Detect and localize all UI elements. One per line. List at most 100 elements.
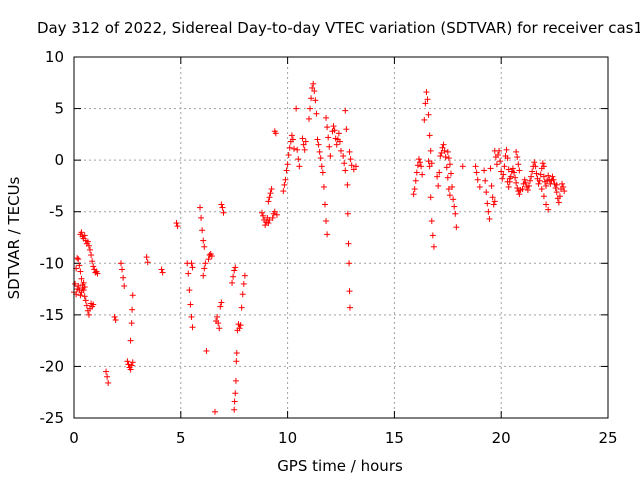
data-point (186, 287, 193, 294)
data-point (426, 163, 433, 170)
data-point (415, 156, 422, 163)
data-point (216, 325, 223, 332)
data-point (299, 135, 306, 142)
data-point (414, 162, 421, 169)
data-point (189, 264, 196, 271)
data-point (555, 199, 562, 206)
data-point (314, 136, 321, 143)
y-tick-label: -15 (40, 306, 65, 324)
data-point (81, 232, 88, 239)
data-point (338, 147, 344, 154)
data-point (527, 177, 534, 184)
data-point (280, 188, 287, 195)
data-point (211, 408, 218, 415)
data-point (129, 306, 136, 313)
data-point (474, 176, 481, 183)
data-point (231, 406, 238, 413)
data-point (435, 182, 442, 189)
data-point (503, 146, 510, 153)
data-point (528, 173, 535, 180)
data-point (271, 208, 278, 215)
data-point (490, 201, 497, 208)
data-point (340, 153, 347, 160)
data-point (504, 155, 511, 162)
data-point (323, 114, 330, 121)
data-point (331, 127, 338, 134)
y-axis-label: SDTVAR / TECUs (5, 176, 23, 299)
data-point (327, 153, 334, 160)
data-point (174, 223, 181, 230)
data-point (84, 238, 91, 245)
data-point (111, 313, 118, 320)
data-point (442, 154, 449, 161)
data-point (515, 161, 522, 168)
data-point (309, 84, 316, 91)
data-point (317, 155, 324, 162)
data-point (90, 263, 97, 270)
data-point (187, 301, 194, 308)
data-point (553, 181, 560, 188)
data-point (75, 282, 82, 289)
data-point (430, 243, 437, 250)
data-point (429, 232, 436, 239)
data-point (310, 80, 317, 87)
data-point (217, 303, 224, 310)
data-point (352, 163, 359, 170)
data-point (516, 191, 523, 198)
x-tick-label: 25 (598, 429, 617, 447)
data-point (233, 350, 240, 357)
data-point (532, 163, 539, 170)
data-point (203, 347, 210, 354)
data-point (294, 146, 301, 153)
data-point (553, 189, 560, 196)
data-point (268, 186, 275, 193)
y-tick-labels: -25 -20 -15 -10 -5 0 5 10 (40, 48, 65, 427)
data-point (344, 181, 351, 188)
data-point (316, 148, 323, 155)
data-point (273, 211, 280, 218)
data-point (346, 260, 353, 267)
data-point (486, 215, 493, 222)
data-point (513, 179, 520, 186)
data-point (484, 200, 491, 207)
data-point (112, 317, 119, 324)
data-point (482, 177, 489, 184)
x-tick-label: 20 (492, 429, 511, 447)
x-axis-label: GPS time / hours (277, 457, 403, 475)
data-point (103, 368, 110, 375)
data-point (434, 173, 441, 180)
data-point (348, 162, 355, 169)
data-point (413, 169, 420, 176)
data-point (437, 153, 444, 160)
data-point (214, 313, 221, 320)
data-point (218, 201, 225, 208)
data-point (426, 132, 433, 139)
data-point (319, 169, 326, 176)
data-point (496, 147, 503, 154)
data-point (218, 299, 225, 306)
data-point (494, 151, 501, 158)
data-point (529, 168, 536, 175)
data-point (545, 206, 552, 213)
data-point (344, 210, 351, 217)
data-point (419, 171, 426, 178)
data-point (302, 138, 309, 145)
data-point (539, 160, 546, 167)
data-series-sdtvar (71, 80, 568, 415)
data-point (422, 100, 429, 107)
data-point (521, 176, 528, 183)
data-point (424, 96, 431, 103)
data-point (552, 184, 559, 191)
data-point (533, 170, 540, 177)
data-point (346, 304, 353, 311)
data-point (121, 282, 128, 289)
data-point (76, 262, 83, 269)
data-point (205, 256, 212, 263)
data-point (85, 242, 92, 249)
data-point (346, 288, 353, 295)
x-tick-label: 15 (385, 429, 404, 447)
y-tick-label: -10 (40, 254, 65, 272)
data-point (516, 167, 523, 174)
data-point (199, 227, 206, 234)
